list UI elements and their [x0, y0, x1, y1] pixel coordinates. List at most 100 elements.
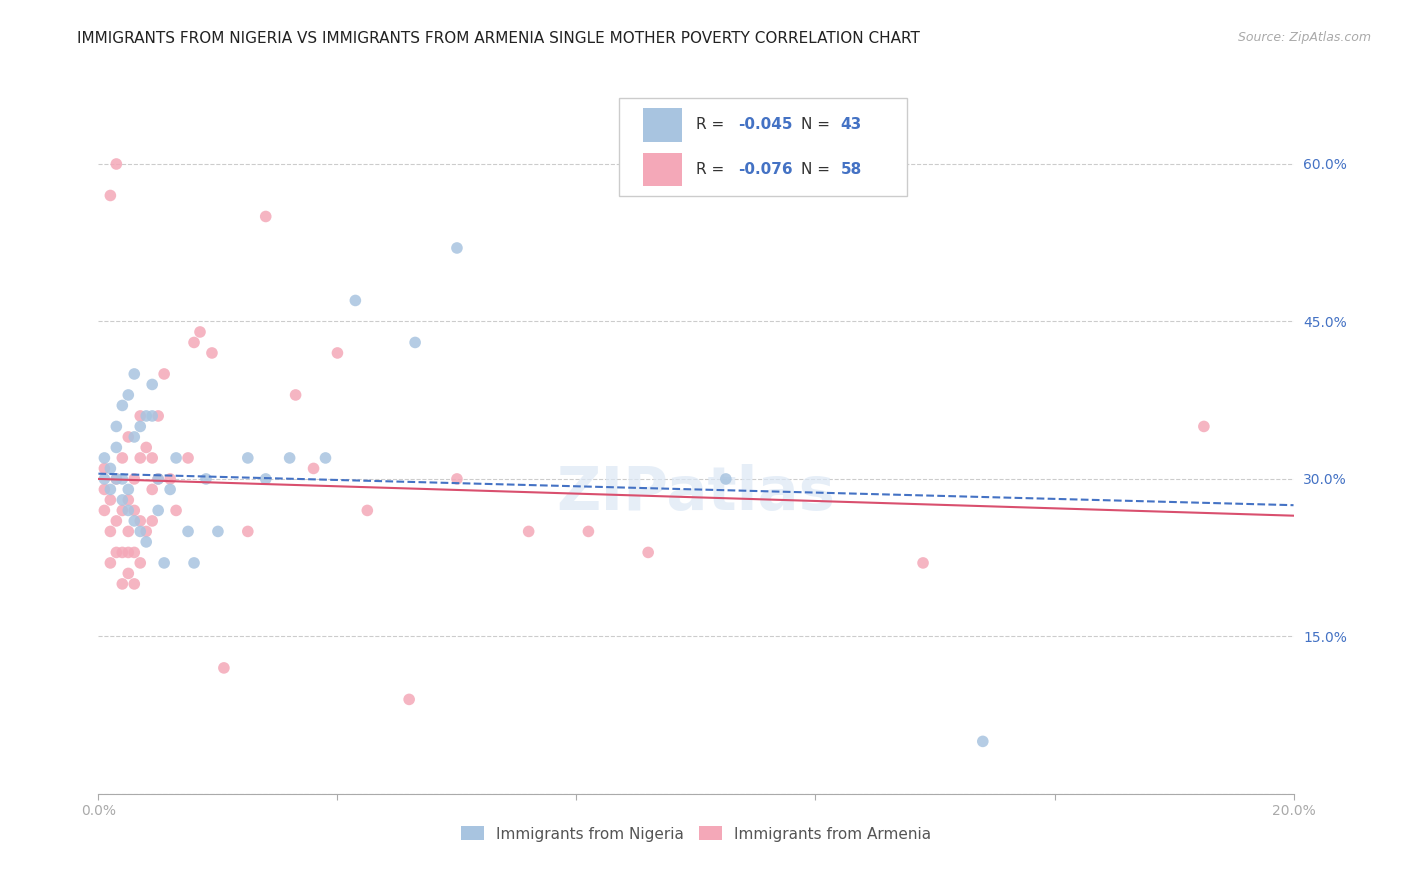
Text: Source: ZipAtlas.com: Source: ZipAtlas.com [1237, 31, 1371, 45]
Point [135, 441, 157, 455]
Point [124, 367, 146, 381]
Point [111, 503, 134, 517]
Text: -0.076: -0.076 [738, 162, 793, 177]
Point [129, 524, 152, 539]
Point [302, 461, 325, 475]
Point [141, 514, 163, 528]
Point [117, 524, 139, 539]
Point [148, 472, 170, 486]
Point [124, 577, 146, 591]
Point [93, 461, 115, 475]
Point [141, 450, 163, 465]
Point [201, 346, 224, 360]
Point [93, 450, 115, 465]
Point [105, 545, 128, 559]
Point [148, 503, 170, 517]
Point [356, 503, 378, 517]
Point [637, 545, 659, 559]
Point [105, 472, 128, 486]
Text: -0.045: -0.045 [738, 118, 793, 132]
Point [159, 472, 181, 486]
Point [129, 419, 152, 434]
Point [111, 450, 134, 465]
Point [105, 419, 128, 434]
Text: N =: N = [801, 162, 835, 177]
Text: 58: 58 [841, 162, 862, 177]
Point [111, 545, 134, 559]
Text: N =: N = [801, 118, 835, 132]
Point [284, 388, 307, 402]
Point [183, 335, 205, 350]
Point [972, 734, 994, 748]
Point [153, 556, 176, 570]
Point [117, 492, 139, 507]
Point [446, 472, 468, 486]
Point [188, 325, 211, 339]
Point [117, 503, 139, 517]
Point [315, 450, 337, 465]
Point [129, 409, 152, 423]
Point [159, 483, 181, 497]
Point [111, 472, 134, 486]
Point [93, 503, 115, 517]
Point [517, 524, 540, 539]
Point [117, 483, 139, 497]
Legend: Immigrants from Nigeria, Immigrants from Armenia: Immigrants from Nigeria, Immigrants from… [454, 821, 938, 847]
Point [98, 556, 122, 570]
Point [93, 483, 115, 497]
Point [148, 409, 170, 423]
Point [124, 503, 146, 517]
Point [344, 293, 367, 308]
Point [98, 492, 122, 507]
Point [183, 556, 205, 570]
Point [207, 524, 229, 539]
Point [398, 692, 420, 706]
Text: IMMIGRANTS FROM NIGERIA VS IMMIGRANTS FROM ARMENIA SINGLE MOTHER POVERTY CORRELA: IMMIGRANTS FROM NIGERIA VS IMMIGRANTS FR… [77, 31, 920, 46]
Point [236, 524, 259, 539]
Point [124, 514, 146, 528]
Point [326, 346, 349, 360]
Point [129, 514, 152, 528]
Point [148, 472, 170, 486]
Point [254, 210, 277, 224]
Text: ZIPatlas: ZIPatlas [557, 464, 835, 523]
Point [141, 409, 163, 423]
Point [177, 524, 200, 539]
Point [105, 157, 128, 171]
Point [98, 461, 122, 475]
Point [278, 450, 301, 465]
Point [135, 409, 157, 423]
Point [446, 241, 468, 255]
Point [404, 335, 426, 350]
Point [124, 430, 146, 444]
Point [714, 472, 737, 486]
Text: R =: R = [696, 118, 730, 132]
Point [117, 430, 139, 444]
Point [93, 472, 115, 486]
Point [254, 472, 277, 486]
Point [135, 535, 157, 549]
Point [212, 661, 235, 675]
Point [195, 472, 218, 486]
Text: 43: 43 [841, 118, 862, 132]
Point [141, 377, 163, 392]
Point [117, 545, 139, 559]
Point [236, 450, 259, 465]
Point [98, 524, 122, 539]
Point [124, 545, 146, 559]
Point [165, 503, 187, 517]
Point [1192, 419, 1215, 434]
Point [912, 556, 935, 570]
Point [153, 367, 176, 381]
Point [129, 556, 152, 570]
Point [578, 524, 600, 539]
Point [105, 441, 128, 455]
Point [129, 450, 152, 465]
Point [105, 472, 128, 486]
Point [111, 492, 134, 507]
Point [105, 514, 128, 528]
Point [141, 483, 163, 497]
Point [177, 450, 200, 465]
Point [98, 188, 122, 202]
Point [135, 524, 157, 539]
